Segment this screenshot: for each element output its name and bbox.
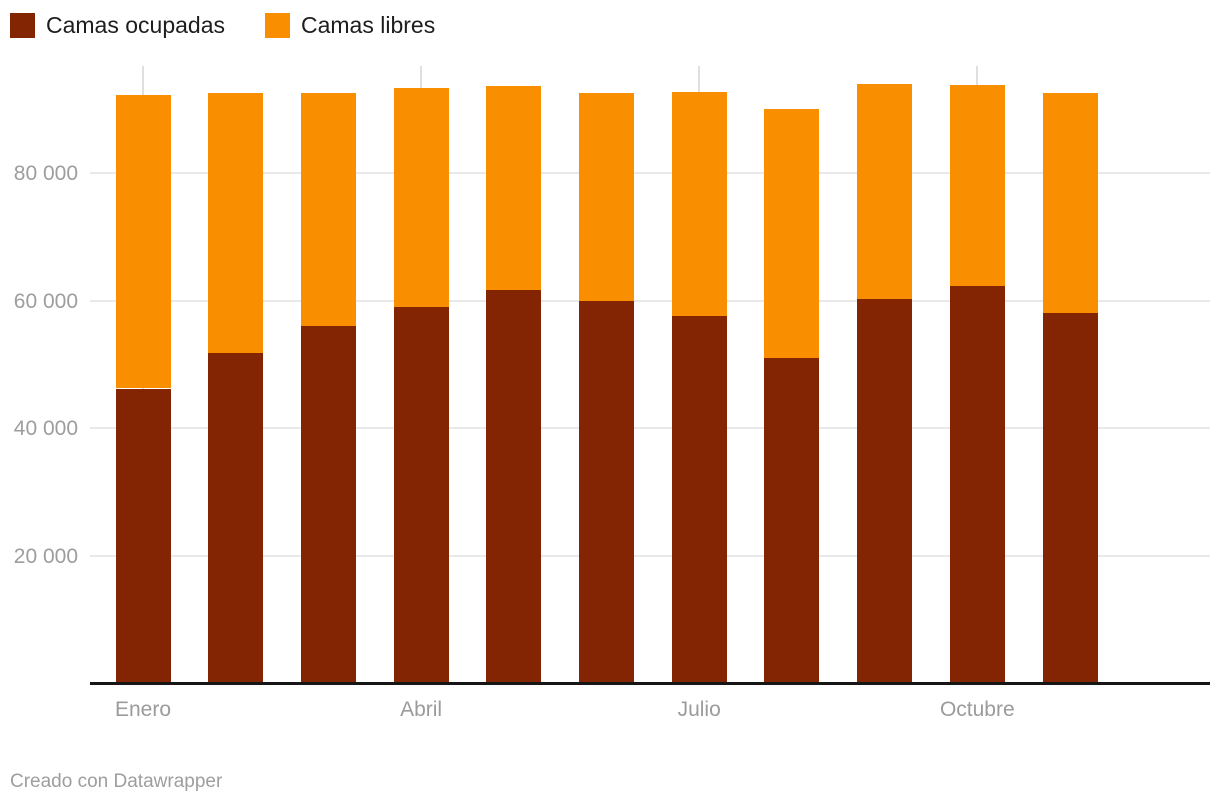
bar-segment-camas-libres[interactable] xyxy=(486,86,542,290)
y-gridline xyxy=(90,172,1210,174)
bar-segment-camas-ocupadas[interactable] xyxy=(857,299,913,683)
bar-segment-camas-libres[interactable] xyxy=(1042,93,1098,313)
bar-segment-camas-ocupadas[interactable] xyxy=(300,326,356,683)
y-tick-label: 20 000 xyxy=(13,544,78,568)
bar-segment-camas-libres[interactable] xyxy=(579,92,634,302)
y-tick-label: 60 000 xyxy=(13,289,78,313)
bar-segment-camas-libres[interactable] xyxy=(764,109,820,358)
y-tick-label: 80 000 xyxy=(13,162,78,185)
bar-segment-camas-ocupadas[interactable] xyxy=(671,315,727,683)
legend-item-camas-libres: Camas libres xyxy=(265,13,435,38)
bar-segment-camas-ocupadas[interactable] xyxy=(1042,312,1098,683)
bar-segment-camas-ocupadas[interactable] xyxy=(949,285,1005,683)
bar-segment-camas-ocupadas[interactable] xyxy=(764,357,820,683)
legend: Camas ocupadas Camas libres xyxy=(10,13,435,38)
x-tick-label: Julio xyxy=(677,698,721,721)
camas-libres-swatch xyxy=(265,13,290,38)
bar-segment-camas-ocupadas[interactable] xyxy=(208,353,264,683)
bar-segment-camas-libres[interactable] xyxy=(857,83,913,300)
legend-item-camas-ocupadas: Camas ocupadas xyxy=(10,13,225,38)
y-gridline xyxy=(90,554,1210,557)
legend-label: Camas ocupadas xyxy=(46,12,225,38)
x-axis-line xyxy=(90,682,1210,685)
bar-segment-camas-libres[interactable] xyxy=(115,95,171,389)
y-gridline xyxy=(90,299,1210,302)
camas-ocupadas-swatch xyxy=(10,13,35,38)
bar-segment-camas-libres[interactable] xyxy=(949,85,1005,286)
bar-segment-camas-libres[interactable] xyxy=(208,93,264,354)
bar-segment-camas-ocupadas[interactable] xyxy=(486,289,542,683)
bar-segment-camas-ocupadas[interactable] xyxy=(393,306,449,683)
bar-segment-camas-libres[interactable] xyxy=(393,88,449,307)
bar-segment-camas-ocupadas[interactable] xyxy=(579,301,634,683)
bar-segment-camas-libres[interactable] xyxy=(300,93,356,326)
x-tick-label: Octubre xyxy=(939,698,1015,721)
x-tick-label: Abril xyxy=(400,698,443,721)
y-tick-label: 40 000 xyxy=(13,417,78,440)
datawrapper-credit-link[interactable]: Creado con Datawrapper xyxy=(10,771,223,792)
bar-segment-camas-libres[interactable] xyxy=(671,92,727,316)
bar-segment-camas-ocupadas[interactable] xyxy=(115,388,171,683)
legend-label: Camas libres xyxy=(301,12,436,38)
x-tick-label: Enero xyxy=(114,698,172,721)
y-gridline xyxy=(90,427,1210,429)
